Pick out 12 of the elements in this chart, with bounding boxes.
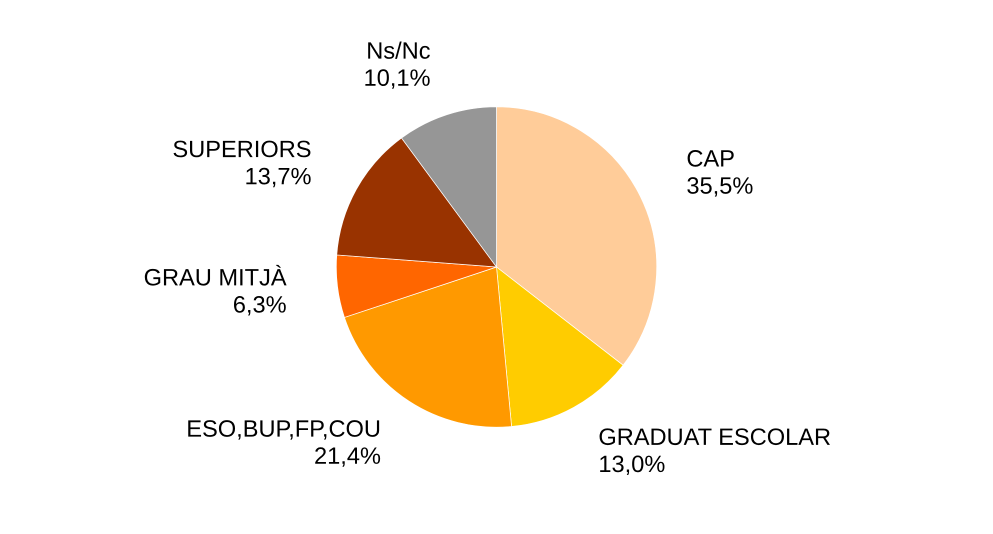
data-label: 10,1% — [365, 69, 430, 89]
data-label: 6,3% — [234, 296, 286, 316]
slice-label: Ns/Nc — [368, 42, 430, 59]
slice-label: ESO,BUP,FP,COU — [188, 420, 380, 440]
data-label: 13,7% — [246, 168, 311, 188]
slice-label: GRAU MITJÀ — [144, 264, 287, 286]
slice-label: GRADUAT ESCOLAR — [600, 428, 830, 446]
data-label: 13,0% — [600, 455, 664, 476]
slice-label: SUPERIORS — [174, 140, 310, 158]
slice-label: CAP — [688, 150, 734, 167]
data-label: 21,4% — [315, 447, 380, 467]
data-label: 35,5% — [687, 177, 753, 197]
